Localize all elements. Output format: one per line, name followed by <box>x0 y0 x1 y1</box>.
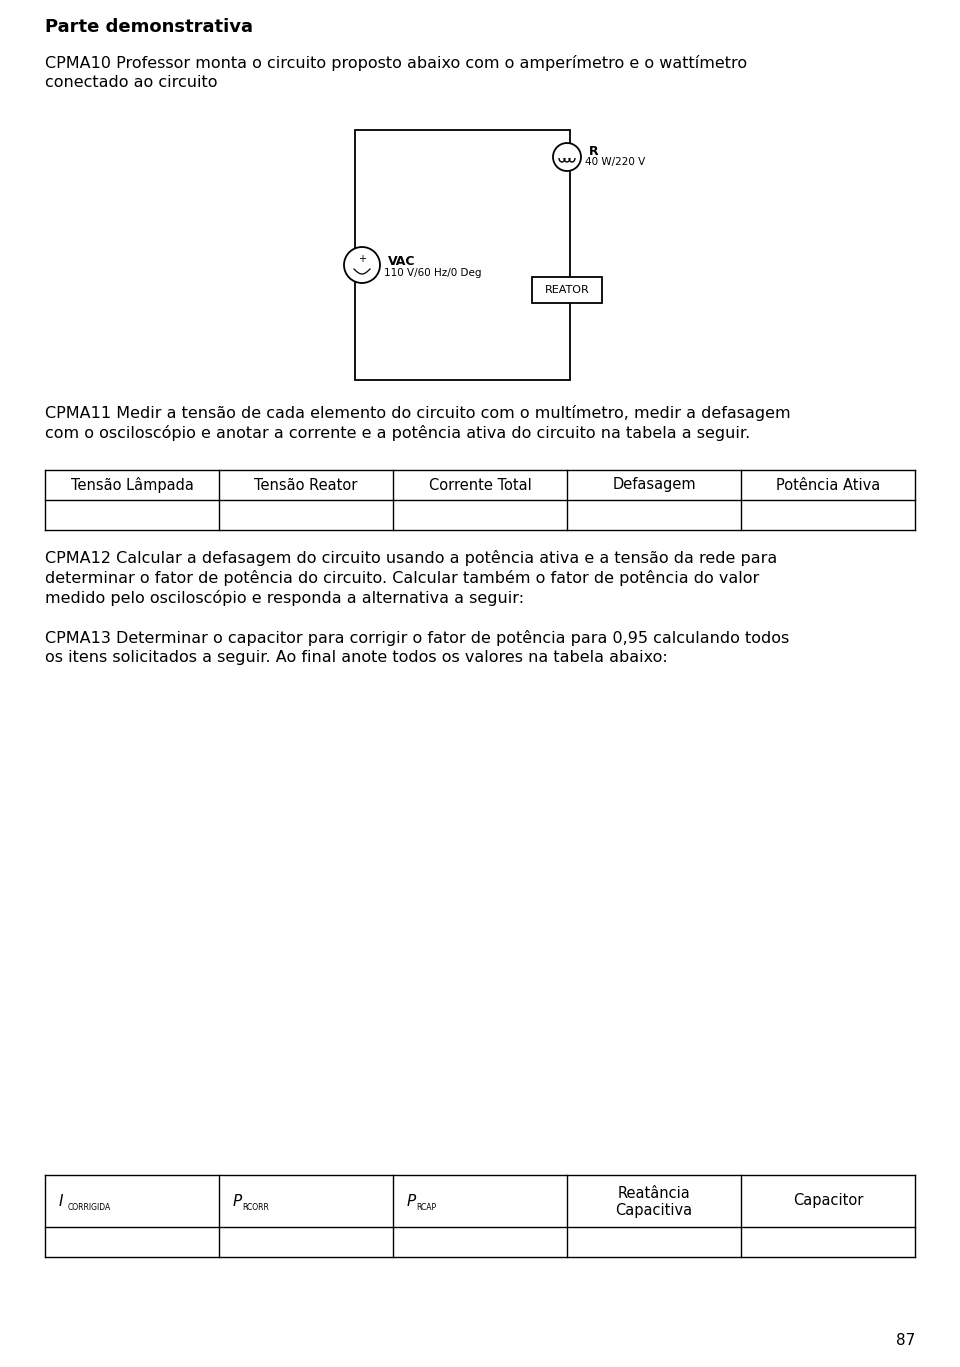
Text: os itens solicitados a seguir. Ao final anote todos os valores na tabela abaixo:: os itens solicitados a seguir. Ao final … <box>45 649 668 664</box>
Text: +: + <box>358 254 366 264</box>
Text: Capacitiva: Capacitiva <box>615 1203 692 1218</box>
Text: Corrente Total: Corrente Total <box>428 477 532 492</box>
Text: 40 W/220 V: 40 W/220 V <box>585 157 645 167</box>
Bar <box>355 130 570 380</box>
Text: conectado ao circuito: conectado ao circuito <box>45 75 218 90</box>
Text: P: P <box>233 1193 242 1208</box>
Text: I: I <box>59 1193 63 1208</box>
Text: RCAP: RCAP <box>416 1203 436 1211</box>
Text: 87: 87 <box>896 1333 915 1348</box>
Text: Capacitor: Capacitor <box>793 1193 863 1208</box>
Text: determinar o fator de potência do circuito. Calcular também o fator de potência : determinar o fator de potência do circui… <box>45 570 759 586</box>
Text: Reatância: Reatância <box>617 1185 690 1200</box>
Text: Defasagem: Defasagem <box>612 477 696 492</box>
Text: Potência Ativa: Potência Ativa <box>776 477 880 492</box>
Text: REATOR: REATOR <box>544 284 589 295</box>
Text: Parte demonstrativa: Parte demonstrativa <box>45 18 253 36</box>
Circle shape <box>553 144 581 171</box>
Text: CPMA13 Determinar o capacitor para corrigir o fator de potência para 0,95 calcul: CPMA13 Determinar o capacitor para corri… <box>45 630 789 647</box>
Text: CPMA12 Calcular a defasagem do circuito usando a potência ativa e a tensão da re: CPMA12 Calcular a defasagem do circuito … <box>45 550 778 566</box>
Text: Tensão Reator: Tensão Reator <box>254 477 358 492</box>
Circle shape <box>344 247 380 283</box>
Text: VAC: VAC <box>388 256 416 268</box>
Bar <box>532 278 602 303</box>
Text: com o osciloscópio e anotar a corrente e a potência ativa do circuito na tabela : com o osciloscópio e anotar a corrente e… <box>45 425 751 442</box>
Text: medido pelo osciloscópio e responda a alternativa a seguir:: medido pelo osciloscópio e responda a al… <box>45 591 524 606</box>
Text: RCORR: RCORR <box>242 1203 269 1211</box>
Text: Tensão Lâmpada: Tensão Lâmpada <box>71 477 193 493</box>
Text: CPMA10 Professor monta o circuito proposto abaixo com o amperímetro e o wattímet: CPMA10 Professor monta o circuito propos… <box>45 55 747 71</box>
Text: R: R <box>589 145 599 159</box>
Text: 110 V/60 Hz/0 Deg: 110 V/60 Hz/0 Deg <box>384 268 482 278</box>
Text: CORRIGIDA: CORRIGIDA <box>68 1203 111 1211</box>
Text: P: P <box>407 1193 417 1208</box>
Text: CPMA11 Medir a tensão de cada elemento do circuito com o multímetro, medir a def: CPMA11 Medir a tensão de cada elemento d… <box>45 405 791 421</box>
